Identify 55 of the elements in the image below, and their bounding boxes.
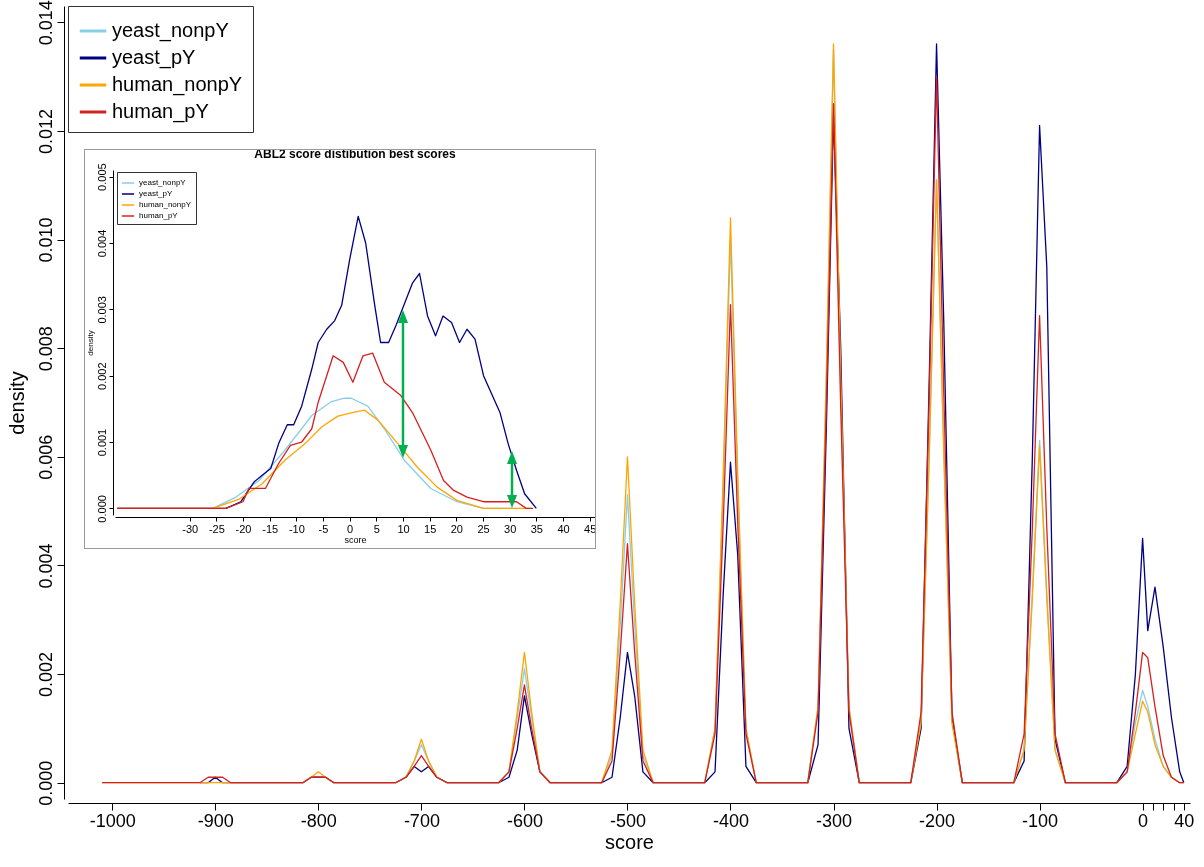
x-tick-label: -400 xyxy=(712,810,749,831)
x-tick-label: -300 xyxy=(816,810,853,831)
legend-label: human_pY xyxy=(139,211,179,220)
x-tick-label: -25 xyxy=(208,522,225,535)
y-tick-label: 0.000 xyxy=(95,495,108,523)
x-tick-label: -900 xyxy=(197,810,234,831)
x-tick-label: 40 xyxy=(1174,810,1195,831)
legend-label: human_nonpY xyxy=(139,200,192,209)
x-tick-label: -5 xyxy=(318,522,329,535)
y-tick-label: 0.012 xyxy=(35,108,56,154)
y-axis-title: density xyxy=(85,330,95,356)
legend-label: yeast_pY xyxy=(139,189,174,198)
legend-label: human_pY xyxy=(112,100,209,123)
x-tick-label: -700 xyxy=(403,810,440,831)
x-tick-label: 20 xyxy=(450,522,463,535)
x-tick-label: 15 xyxy=(424,522,437,535)
x-tick-label: -20 xyxy=(235,522,252,535)
legend-label: yeast_nonpY xyxy=(139,178,187,187)
x-tick-label: -600 xyxy=(506,810,543,831)
y-tick-label: 0.003 xyxy=(95,296,108,324)
x-tick-label: 5 xyxy=(373,522,380,535)
x-tick-label: 45 xyxy=(584,522,597,535)
y-tick-label: 0.004 xyxy=(35,543,56,589)
y-tick-label: 0.002 xyxy=(35,652,56,698)
x-tick-label: -800 xyxy=(300,810,337,831)
y-axis-title: density xyxy=(5,371,28,435)
y-tick-label: 0.002 xyxy=(95,362,108,390)
x-tick-label: 40 xyxy=(557,522,570,535)
chart-title: ABL2 score distibution best scores xyxy=(254,146,457,161)
x-tick-label: -30 xyxy=(182,522,199,535)
x-axis-title: score xyxy=(344,534,367,545)
x-tick-label: -500 xyxy=(609,810,646,831)
y-tick-label: 0.010 xyxy=(35,217,56,263)
legend-label: yeast_pY xyxy=(112,46,196,69)
x-tick-label: 0 xyxy=(347,522,354,535)
x-tick-label: 25 xyxy=(477,522,490,535)
x-tick-label: -10 xyxy=(288,522,305,535)
x-axis-title: score xyxy=(605,830,654,853)
y-tick-label: 0.005 xyxy=(95,163,108,191)
y-tick-label: 0.006 xyxy=(35,434,56,480)
x-tick-label: -15 xyxy=(262,522,279,535)
x-tick-label: 30 xyxy=(504,522,517,535)
legend-label: human_nonpY xyxy=(112,73,243,96)
x-tick-label: -200 xyxy=(919,810,956,831)
y-tick-label: 0.008 xyxy=(35,326,56,372)
x-tick-label: 10 xyxy=(397,522,410,535)
y-tick-label: 0.000 xyxy=(35,760,56,806)
x-tick-label: -100 xyxy=(1022,810,1059,831)
x-tick-label: -1000 xyxy=(89,810,136,831)
x-tick-label: 35 xyxy=(530,522,543,535)
y-tick-label: 0.004 xyxy=(95,229,108,258)
y-tick-label: 0.014 xyxy=(35,0,56,46)
x-tick-label: 0 xyxy=(1138,810,1149,831)
legend-label: yeast_nonpY xyxy=(112,19,229,42)
y-tick-label: 0.001 xyxy=(95,428,108,457)
